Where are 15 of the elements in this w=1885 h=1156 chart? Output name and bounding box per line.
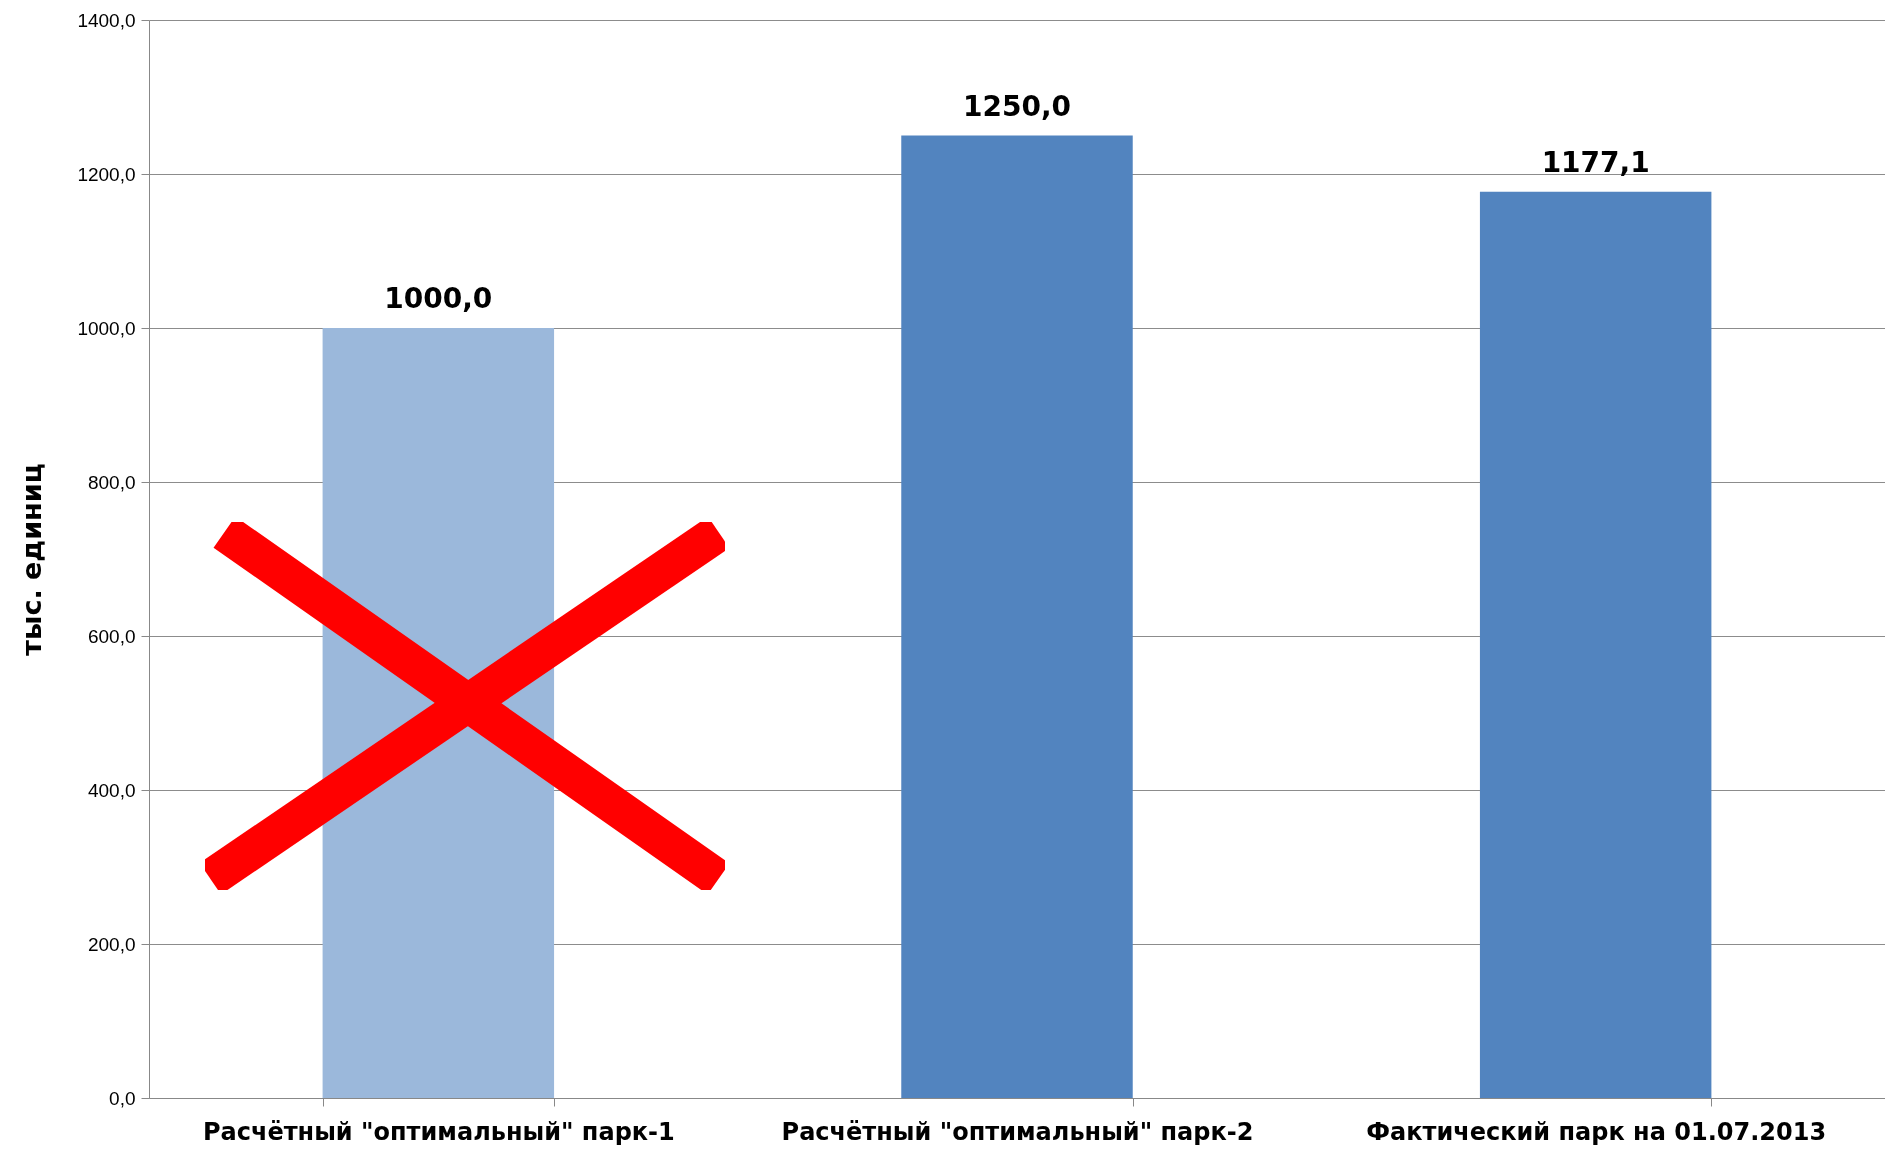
y-tick-label: 1000,0: [77, 317, 136, 339]
y-tick-label: 400,0: [87, 779, 136, 801]
y-tick-label: 1200,0: [77, 163, 136, 185]
y-axis-title: тыс. единиц: [16, 463, 48, 656]
data-label: 1250,0: [962, 89, 1072, 123]
x-tick-label: Расчётный "оптимальный" парк-2: [781, 1117, 1254, 1146]
y-tick-label: 600,0: [87, 625, 136, 647]
y-tick-label: 200,0: [87, 933, 136, 955]
y-tick-label: 0,0: [109, 1087, 136, 1109]
x-tick-label: Расчётный "оптимальный" парк-1: [202, 1117, 675, 1146]
y-tick-label: 1400,0: [77, 9, 136, 31]
data-label: 1000,0: [384, 282, 493, 315]
y-tick-label: 800,0: [87, 471, 136, 493]
data-label: 1177,1: [1541, 145, 1650, 179]
x-tick-label: Фактический парк на 01.07.2013: [1366, 1117, 1827, 1146]
